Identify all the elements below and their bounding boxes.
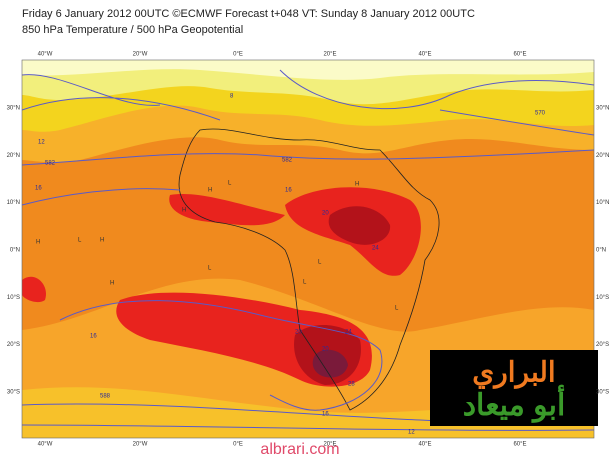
contour-label: 8 [230, 94, 234, 100]
lon-label: 40°E [418, 52, 431, 58]
contour-label: 20 [322, 347, 329, 353]
contour-label: 24 [372, 246, 379, 252]
warm-area [169, 194, 285, 226]
title: Friday 6 January 2012 00UTC ©ECMWF Forec… [22, 8, 475, 20]
lon-label: 60°E [513, 52, 526, 58]
lat-label: 30°N [596, 106, 609, 112]
warm-area [312, 349, 348, 378]
lat-label: 20°S [596, 342, 609, 348]
pressure-label: H [36, 240, 40, 246]
lat-label: 0°N [10, 247, 20, 253]
contour-label: 570 [535, 111, 546, 117]
lon-label: 40°E [418, 442, 431, 448]
coastline [178, 128, 440, 411]
pressure-label: L [208, 266, 212, 272]
lat-label: 10°S [596, 295, 609, 301]
contour-label: 24 [345, 330, 352, 336]
contour-label: 16 [90, 334, 97, 340]
contour-label: 12 [38, 140, 45, 146]
pressure-label: H [110, 281, 114, 287]
lon-label: 20°W [133, 442, 148, 448]
pressure-label: L [228, 181, 232, 187]
warm-area [328, 206, 391, 245]
contour-label: 20 [295, 330, 302, 336]
contour-label: 20 [322, 211, 329, 217]
contour-label: 582 [45, 161, 56, 167]
band [22, 60, 594, 80]
lat-label: 20°N [596, 153, 609, 159]
lon-label: 20°E [323, 52, 336, 58]
warm-area [22, 276, 46, 303]
lat-label: 10°N [7, 200, 20, 206]
pressure-label: H [182, 208, 186, 214]
contour-label: 588 [100, 394, 111, 400]
pressure-label: L [395, 306, 399, 312]
lat-label: 30°S [7, 389, 20, 395]
watermark-box [430, 350, 598, 426]
lat-label: 10°S [7, 295, 20, 301]
lat-label: 30°S [596, 389, 609, 395]
contour-label: 12 [408, 430, 415, 436]
map [21, 60, 595, 438]
site-name: albrari.com [260, 441, 339, 458]
subtitle: 850 hPa Temperature / 500 hPa Geopotenti… [22, 24, 243, 36]
pressure-label: H [355, 182, 359, 188]
contour-label: 16 [322, 412, 329, 418]
lat-label: 0°N [596, 247, 606, 253]
watermark-title: البراري [472, 356, 555, 389]
contour-label: 28 [348, 382, 355, 388]
lon-label: 0°E [233, 442, 243, 448]
lat-label: 20°S [7, 342, 20, 348]
lat-label: 30°N [7, 106, 20, 112]
contour-label: 16 [35, 186, 42, 192]
contour-line [21, 69, 595, 431]
lon-label: 60°E [513, 442, 526, 448]
lon-label: 20°E [323, 442, 336, 448]
lat-label: 10°N [596, 200, 609, 206]
map-frame [21, 59, 595, 439]
contour-label: 16 [285, 188, 292, 194]
contour-label: 582 [282, 158, 293, 164]
pressure-label: H [100, 238, 104, 244]
pressure-label: L [303, 280, 307, 286]
pressure-label: L [78, 238, 82, 244]
watermark-name: أبو ميعاد [463, 384, 566, 423]
lon-label: 40°W [38, 442, 53, 448]
pressure-label: L [318, 260, 322, 266]
lon-label: 40°W [38, 52, 53, 58]
lat-label: 20°N [7, 153, 20, 159]
lon-label: 0°E [233, 52, 243, 58]
lon-label: 20°W [133, 52, 148, 58]
pressure-label: H [208, 188, 212, 194]
